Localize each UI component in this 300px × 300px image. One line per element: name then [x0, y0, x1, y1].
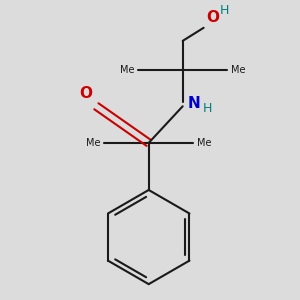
Text: Me: Me	[197, 138, 212, 148]
Text: O: O	[80, 86, 92, 101]
Text: H: H	[219, 4, 229, 17]
Text: H: H	[202, 102, 212, 116]
Text: O: O	[206, 10, 219, 25]
Text: Me: Me	[120, 64, 134, 75]
Text: Me: Me	[231, 64, 246, 75]
Text: Me: Me	[86, 138, 100, 148]
Text: N: N	[188, 96, 201, 111]
